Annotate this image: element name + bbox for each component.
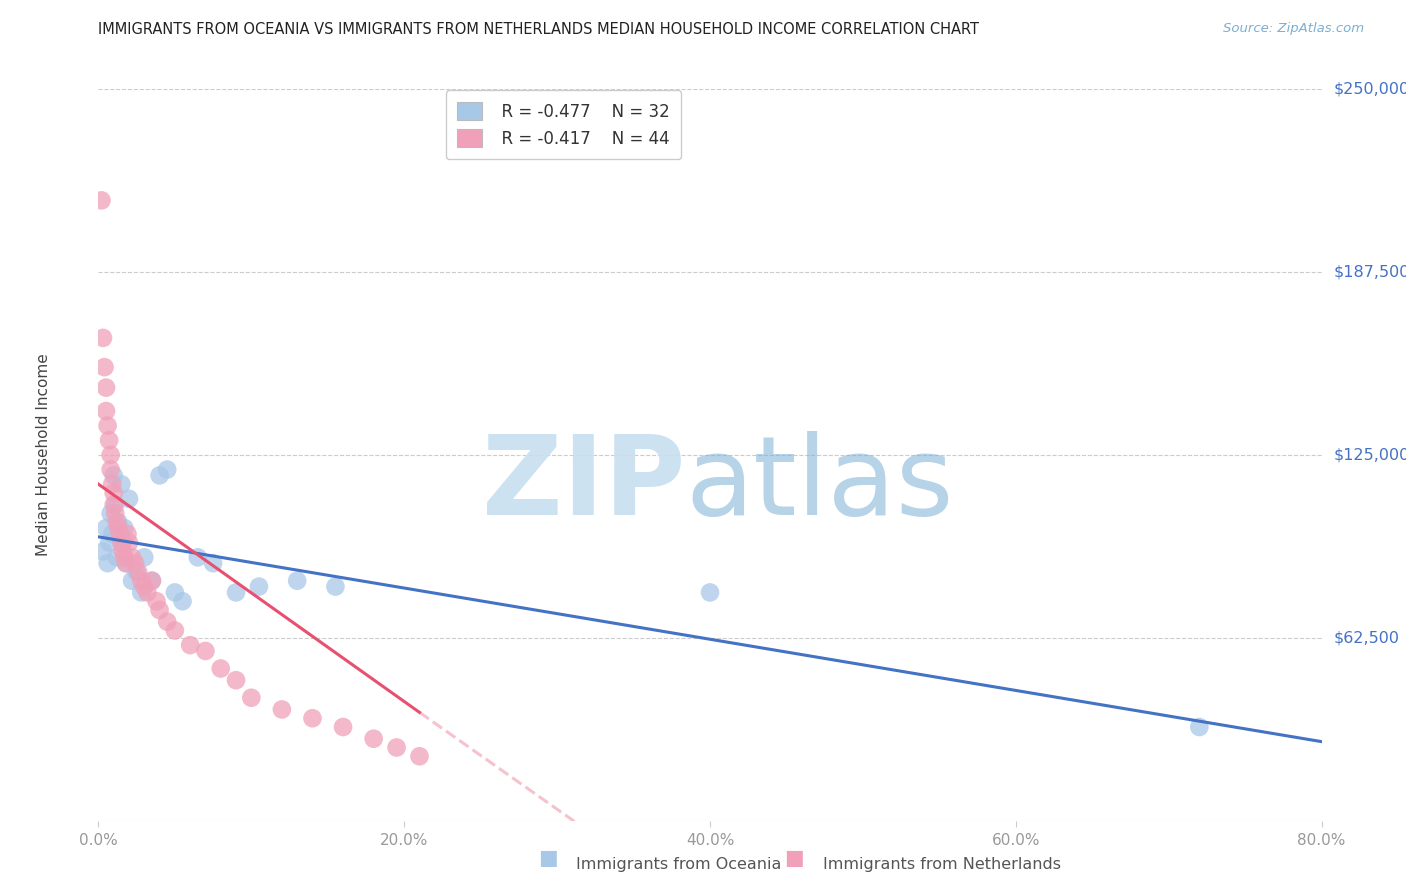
Point <box>110 477 132 491</box>
Point <box>94 521 117 535</box>
Point <box>97 556 120 570</box>
Point <box>111 535 134 549</box>
Point <box>101 527 124 541</box>
Text: atlas: atlas <box>686 431 955 538</box>
Point <box>149 468 172 483</box>
Point <box>240 690 263 705</box>
Point <box>141 574 163 588</box>
Point <box>93 360 115 375</box>
Text: $125,000: $125,000 <box>1334 448 1406 462</box>
Point <box>112 521 135 535</box>
Point <box>105 515 128 529</box>
Point <box>247 580 270 594</box>
Point <box>127 565 149 579</box>
Point <box>118 535 141 549</box>
Point <box>270 702 292 716</box>
Point <box>115 556 138 570</box>
Text: Source: ZipAtlas.com: Source: ZipAtlas.com <box>1223 22 1364 36</box>
Point <box>172 594 194 608</box>
Point <box>129 574 152 588</box>
Point <box>363 731 385 746</box>
Point <box>91 544 114 558</box>
Point <box>225 585 247 599</box>
Point <box>301 711 323 725</box>
Point <box>163 585 186 599</box>
Point <box>91 331 114 345</box>
Point <box>111 544 134 558</box>
Point <box>112 550 135 565</box>
Text: ■: ■ <box>785 848 804 868</box>
Point <box>149 603 172 617</box>
Point <box>1188 720 1211 734</box>
Point <box>115 556 138 570</box>
Point <box>103 486 125 500</box>
Point <box>385 740 408 755</box>
Point <box>209 661 232 675</box>
Point <box>156 615 179 629</box>
Point <box>98 434 121 448</box>
Point <box>285 574 308 588</box>
Point <box>104 507 127 521</box>
Point <box>134 580 156 594</box>
Point <box>98 535 121 549</box>
Text: $62,500: $62,500 <box>1334 631 1400 645</box>
Point <box>108 527 131 541</box>
Point <box>97 418 120 433</box>
Point <box>94 404 117 418</box>
Point <box>125 565 148 579</box>
Point <box>156 462 179 476</box>
Point <box>121 550 143 565</box>
Point <box>408 749 430 764</box>
Point <box>103 468 125 483</box>
Point <box>136 585 159 599</box>
Point <box>129 585 152 599</box>
Point <box>107 515 129 529</box>
Point <box>94 381 117 395</box>
Text: $187,500: $187,500 <box>1334 265 1406 279</box>
Point <box>103 498 125 512</box>
Point <box>117 527 139 541</box>
Point <box>325 580 347 594</box>
Point <box>107 521 129 535</box>
Point <box>124 556 146 570</box>
Point <box>121 574 143 588</box>
Point <box>101 477 124 491</box>
Point <box>90 194 112 208</box>
Point <box>194 644 217 658</box>
Legend:   R = -0.477    N = 32,   R = -0.417    N = 44: R = -0.477 N = 32, R = -0.417 N = 44 <box>446 90 681 159</box>
Point <box>145 594 167 608</box>
Point <box>141 574 163 588</box>
Text: ■: ■ <box>538 848 558 868</box>
Point <box>202 556 225 570</box>
Text: $250,000: $250,000 <box>1334 82 1406 96</box>
Point <box>225 673 247 688</box>
Point <box>187 550 209 565</box>
Point <box>110 535 132 549</box>
Point <box>163 624 186 638</box>
Point <box>134 550 156 565</box>
Point <box>100 462 122 476</box>
Point <box>332 720 354 734</box>
Point <box>118 491 141 506</box>
Point <box>100 448 122 462</box>
Point <box>699 585 721 599</box>
Text: Median Household Income: Median Household Income <box>37 353 51 557</box>
Text: IMMIGRANTS FROM OCEANIA VS IMMIGRANTS FROM NETHERLANDS MEDIAN HOUSEHOLD INCOME C: IMMIGRANTS FROM OCEANIA VS IMMIGRANTS FR… <box>98 22 980 37</box>
Point <box>100 507 122 521</box>
Point <box>179 638 201 652</box>
Text: Immigrants from Netherlands: Immigrants from Netherlands <box>823 857 1060 872</box>
Point <box>104 498 127 512</box>
Text: ZIP: ZIP <box>482 431 686 538</box>
Point <box>105 550 128 565</box>
Text: Immigrants from Oceania: Immigrants from Oceania <box>576 857 782 872</box>
